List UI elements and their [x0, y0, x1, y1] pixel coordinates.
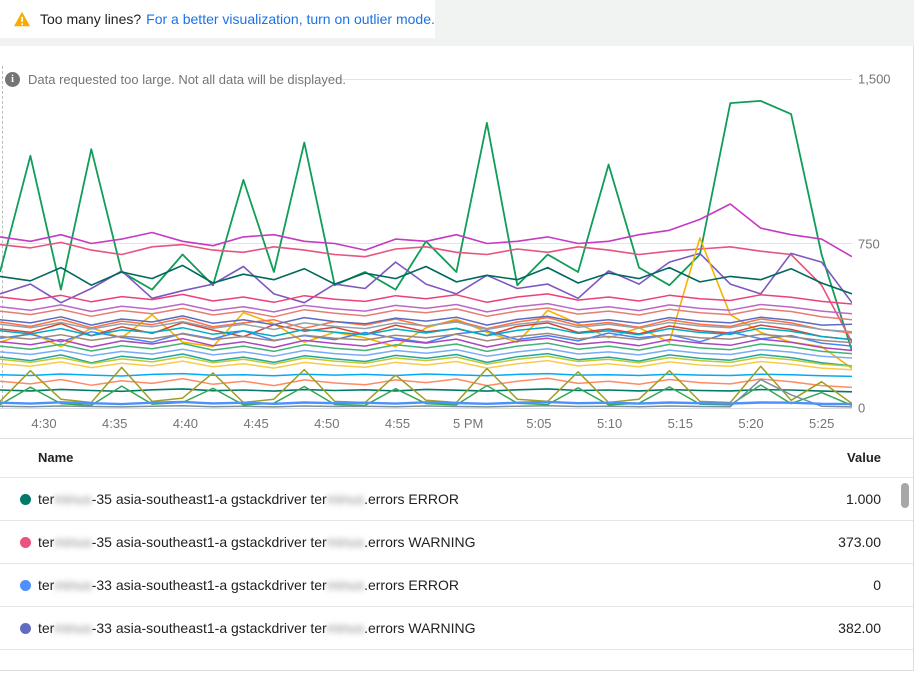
series-value: 373.00: [838, 534, 881, 550]
x-axis-label: 4:30: [31, 416, 57, 431]
outlier-mode-link[interactable]: For a better visualization, turn on outl…: [146, 11, 435, 27]
chart-series: [0, 377, 852, 389]
chart-series: [0, 355, 852, 368]
too-many-lines-banner: Too many lines? For a better visualizati…: [0, 0, 435, 38]
chart-series: [0, 352, 852, 367]
legend-column-name: Name: [38, 450, 74, 465]
chart-series: [0, 342, 852, 355]
legend-row[interactable]: terminus-33 asia-southeast1-a gstackdriv…: [0, 564, 913, 607]
chart-card: i Data requested too large. Not all data…: [0, 46, 914, 671]
series-value: 0: [873, 577, 881, 593]
x-axis-label: 4:40: [172, 416, 199, 431]
chart-series: [0, 293, 852, 305]
chart-series: [0, 315, 852, 326]
y-axis-label: 0: [858, 400, 866, 416]
warning-icon: [14, 11, 30, 27]
chart-series: [0, 400, 852, 406]
chart-series: [0, 359, 852, 371]
series-name: terminus-33 asia-southeast1-a gstackdriv…: [38, 577, 459, 593]
x-axis-baseline: [0, 408, 852, 409]
chart-series: [0, 320, 852, 333]
chart-series: [0, 365, 852, 405]
legend-column-value: Value: [847, 450, 881, 465]
series-name: terminus-35 asia-southeast1-a gstackdriv…: [38, 534, 476, 550]
scrollbar-thumb[interactable]: [901, 483, 909, 508]
chart-series: [0, 203, 852, 258]
x-axis-label: 5:25: [809, 416, 835, 431]
x-axis-label: 5 PM: [453, 416, 484, 431]
chart-lines[interactable]: [0, 46, 852, 411]
x-axis-label: 5:20: [738, 416, 764, 431]
x-axis-label: 4:55: [384, 416, 411, 431]
legend-row[interactable]: terminus-33 asia-southeast1-a gstackdriv…: [0, 607, 913, 650]
series-color-dot: [20, 622, 31, 634]
series-color-dot: [20, 536, 31, 548]
chart-series: [0, 332, 852, 344]
legend-header: Name Value: [0, 438, 913, 477]
legend-rows: terminus-35 asia-southeast1-a gstackdriv…: [0, 477, 913, 650]
chart-series: [0, 302, 852, 315]
chart-series: [0, 348, 852, 359]
gridline-750: [0, 243, 852, 244]
series-color-dot: [20, 579, 31, 591]
chart-series: [0, 241, 852, 343]
x-axis-label: 4:50: [314, 416, 340, 431]
chart-series: [0, 372, 852, 378]
series-name: terminus-35 asia-southeast1-a gstackdriv…: [38, 491, 459, 507]
series-value: 382.00: [838, 620, 881, 636]
x-axis-label: 5:10: [596, 416, 623, 431]
series-name: terminus-33 asia-southeast1-a gstackdriv…: [38, 620, 476, 636]
series-color-dot: [20, 493, 31, 505]
legend-row[interactable]: terminus-35 asia-southeast1-a gstackdriv…: [0, 478, 913, 521]
x-axis-label: 4:45: [243, 416, 269, 431]
y-axis-label: 750: [858, 236, 880, 251]
gridline-1500: [337, 79, 852, 80]
x-axis-label: 5:15: [667, 416, 693, 431]
info-icon: i: [5, 72, 20, 87]
chart-series: [0, 307, 852, 321]
series-value: 1.000: [845, 491, 881, 507]
chart-series: [0, 237, 852, 370]
chart-series: [0, 326, 852, 341]
chart-series: [0, 337, 852, 352]
y-axis-label: 1,500: [858, 71, 891, 87]
chart-series: [0, 378, 852, 408]
legend-divider: [0, 438, 913, 439]
x-axis-label: 5:05: [526, 416, 552, 431]
chart-series: [0, 264, 852, 295]
banner-text: Too many lines?: [40, 11, 142, 27]
data-too-large-notice: i Data requested too large. Not all data…: [5, 72, 346, 87]
x-axis-label: 4:35: [102, 416, 128, 431]
legend-row[interactable]: terminus-35 asia-southeast1-a gstackdriv…: [0, 521, 913, 564]
notice-text: Data requested too large. Not all data w…: [28, 72, 346, 87]
